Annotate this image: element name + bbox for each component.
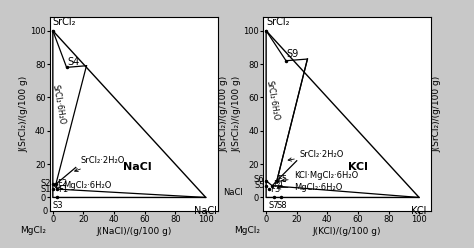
Y-axis label: J(SrCl₂)/(g/100 g): J(SrCl₂)/(g/100 g) [19, 76, 28, 152]
Text: KCl: KCl [348, 162, 368, 172]
Text: F5: F5 [278, 175, 288, 185]
Text: S8: S8 [276, 201, 287, 210]
Text: 0: 0 [43, 208, 48, 217]
Text: F3: F3 [270, 185, 280, 194]
Text: SrCl₂·2H₂O: SrCl₂·2H₂O [75, 156, 125, 172]
Text: MgCl₂·6H₂O: MgCl₂·6H₂O [277, 183, 342, 192]
Text: S3: S3 [52, 201, 63, 210]
Text: SrCl₂: SrCl₂ [266, 17, 290, 27]
Text: SrCl₂·2H₂O: SrCl₂·2H₂O [288, 150, 344, 161]
Text: S4: S4 [67, 57, 80, 67]
Text: S1: S1 [41, 185, 51, 194]
Text: KCl·MgCl₂·6H₂O: KCl·MgCl₂·6H₂O [282, 171, 358, 182]
Text: F2: F2 [57, 179, 67, 188]
Text: MgCl₂·6H₂O: MgCl₂·6H₂O [58, 181, 112, 190]
Text: S6: S6 [254, 175, 264, 185]
Text: NaCl: NaCl [194, 206, 217, 216]
Text: NaCl: NaCl [223, 188, 243, 197]
Text: S2: S2 [41, 179, 51, 188]
X-axis label: J(NaCl)/(g/100 g): J(NaCl)/(g/100 g) [96, 227, 172, 236]
Y-axis label: J(SrCl₂)/(g/100 g): J(SrCl₂)/(g/100 g) [219, 76, 228, 152]
Text: S5: S5 [254, 181, 264, 190]
Text: MgCl₂: MgCl₂ [234, 226, 260, 235]
Y-axis label: J(SrCl₂)/(g/100 g): J(SrCl₂)/(g/100 g) [433, 76, 442, 152]
Text: SrCl₂·6H₂O: SrCl₂·6H₂O [264, 80, 280, 122]
Y-axis label: J(SrCl₂)/(g/100 g): J(SrCl₂)/(g/100 g) [233, 76, 242, 152]
Text: F4: F4 [273, 181, 283, 189]
Text: SrCl₂: SrCl₂ [53, 17, 76, 27]
Text: NaCl: NaCl [123, 162, 151, 172]
Text: MgCl₂: MgCl₂ [20, 226, 46, 235]
Text: S9: S9 [287, 49, 299, 59]
Text: SrCl₂·6H₂O: SrCl₂·6H₂O [50, 83, 66, 125]
Text: S7: S7 [268, 201, 279, 210]
Text: KCl: KCl [411, 206, 427, 216]
Text: F1: F1 [58, 185, 68, 194]
X-axis label: J(KCl)/(g/100 g): J(KCl)/(g/100 g) [313, 227, 382, 236]
